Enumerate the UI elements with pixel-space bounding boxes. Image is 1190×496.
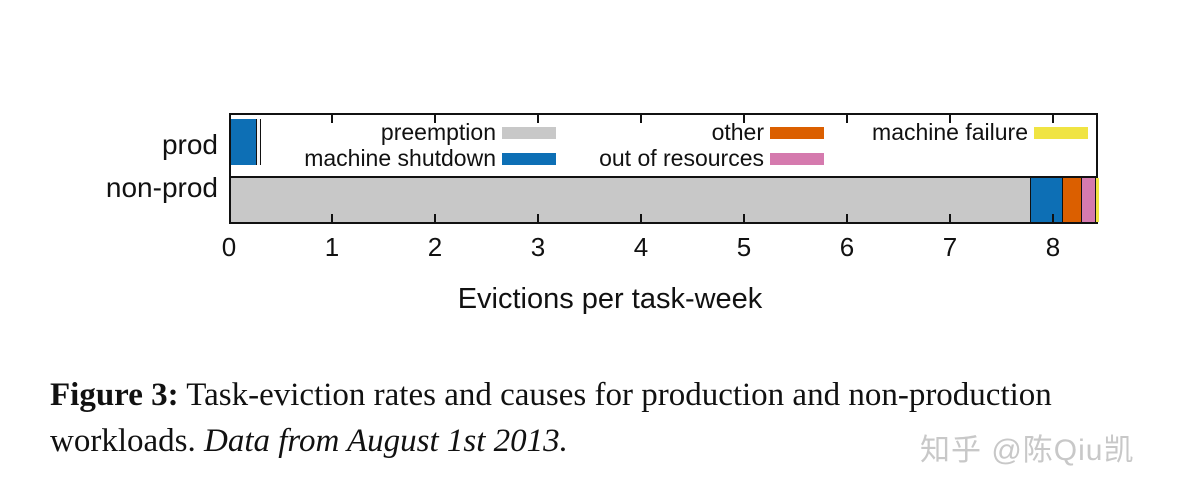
x-tick-label: 1 bbox=[324, 232, 340, 262]
caption-italic: Data from August 1st 2013. bbox=[203, 423, 568, 459]
watermark: 知乎 @陈Qiu凯 bbox=[920, 434, 1135, 467]
legend-out-of-resources: out of resources bbox=[599, 145, 824, 172]
segment-nonprod-out-of-resources bbox=[1082, 178, 1096, 222]
figure-caption: Figure 3: Task-eviction rates and causes… bbox=[50, 372, 1110, 464]
bar-prod bbox=[231, 119, 261, 165]
tick-top bbox=[949, 113, 951, 123]
segment-nonprod-machine-failure bbox=[1096, 178, 1099, 222]
legend-swatch bbox=[770, 126, 824, 139]
segment-prod-out-of-resources bbox=[257, 119, 261, 165]
tick-top bbox=[846, 113, 848, 123]
tick-top bbox=[743, 113, 745, 123]
tick-top bbox=[640, 113, 642, 123]
y-label-non-prod: non-prod bbox=[105, 172, 218, 203]
x-tick-label: 5 bbox=[736, 232, 752, 262]
x-tick-label: 7 bbox=[942, 232, 958, 262]
legend-machine-shutdown: machine shutdown bbox=[304, 145, 556, 172]
legend-swatch bbox=[502, 152, 556, 165]
legend-preemption: preemption bbox=[381, 119, 556, 146]
tick-bottom bbox=[640, 214, 642, 224]
legend-label: preemption bbox=[380, 119, 496, 145]
legend-label: machine failure bbox=[872, 119, 1028, 145]
segment-prod-machine-shutdown bbox=[231, 119, 257, 165]
tick-bottom bbox=[1052, 214, 1054, 224]
tick-bottom bbox=[949, 214, 951, 224]
x-tick-label: 0 bbox=[221, 232, 237, 262]
row-divider bbox=[231, 176, 1096, 178]
caption-label: Figure 3: bbox=[50, 377, 179, 413]
tick-bottom bbox=[537, 214, 539, 224]
legend-other: other bbox=[712, 119, 824, 146]
tick-top bbox=[434, 113, 436, 123]
legend-swatch bbox=[770, 152, 824, 165]
plot-area: preemption machine shutdown other out of… bbox=[229, 113, 1099, 224]
legend-label: machine shutdown bbox=[304, 145, 496, 171]
segment-nonprod-preemption bbox=[231, 178, 1031, 222]
bar-non-prod bbox=[231, 178, 1099, 222]
x-tick-label: 8 bbox=[1045, 232, 1061, 262]
x-tick-label: 6 bbox=[839, 232, 855, 262]
tick-bottom bbox=[331, 214, 333, 224]
legend-label: out of resources bbox=[599, 145, 764, 171]
legend-swatch bbox=[1034, 126, 1088, 139]
y-label-prod: prod bbox=[161, 129, 218, 160]
tick-top bbox=[1052, 113, 1054, 123]
segment-nonprod-other bbox=[1063, 178, 1082, 222]
x-tick-label: 3 bbox=[530, 232, 546, 262]
legend-machine-failure: machine failure bbox=[872, 119, 1088, 146]
legend-label: other bbox=[711, 119, 764, 145]
tick-top bbox=[537, 113, 539, 123]
tick-top bbox=[331, 113, 333, 123]
segment-nonprod-machine-shutdown bbox=[1031, 178, 1063, 222]
tick-bottom bbox=[846, 214, 848, 224]
x-axis-title: Evictions per task-week bbox=[457, 283, 763, 315]
x-tick-label: 4 bbox=[633, 232, 649, 262]
x-tick-label: 2 bbox=[427, 232, 443, 262]
tick-bottom bbox=[743, 214, 745, 224]
caption-text: Task-eviction rates and causes for produ… bbox=[50, 377, 1052, 459]
legend-swatch bbox=[502, 126, 556, 139]
tick-bottom bbox=[434, 214, 436, 224]
